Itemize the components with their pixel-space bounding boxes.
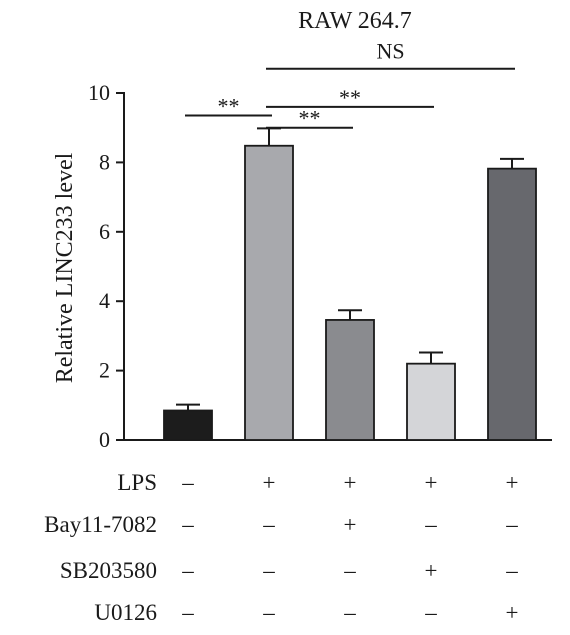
y-tick-label: 6 [99,219,110,244]
treatment-mark: + [506,470,519,495]
treatment-mark: – [181,600,194,625]
treatment-mark: + [506,600,519,625]
bar [406,362,456,441]
treatment-mark: – [262,512,275,537]
treatment-mark: – [262,558,275,583]
treatment-mark: – [181,558,194,583]
bar [487,167,537,441]
y-axis-label: Relative LINC233 level [52,152,78,383]
bar [244,144,294,441]
treatment-mark: + [344,512,357,537]
treatment-label: SB203580 [60,558,157,583]
treatment-mark: – [505,512,518,537]
treatment-mark: – [181,512,194,537]
y-tick-label: 0 [99,427,110,452]
chart-title: RAW 264.7 [298,8,412,34]
treatment-label: LPS [117,470,157,495]
bar [325,319,375,441]
y-tick-label: 2 [99,358,110,383]
treatment-mark: – [424,512,437,537]
treatment-mark: + [425,470,438,495]
y-tick-label: 4 [99,288,110,313]
significance-label: ** [218,94,240,119]
treatment-mark: – [343,600,356,625]
treatment-label: Bay11-7082 [44,512,157,537]
treatment-mark: + [263,470,276,495]
treatment-mark: – [181,470,194,495]
treatment-mark: – [262,600,275,625]
treatment-label: U0126 [94,600,157,625]
significance-label: ** [339,85,361,110]
bar [163,409,213,441]
significance-label: NS [376,39,404,64]
treatment-mark: + [425,558,438,583]
y-tick-label: 8 [99,149,110,174]
treatment-mark: – [505,558,518,583]
y-tick-label: 10 [88,80,110,105]
treatment-mark: + [344,470,357,495]
treatment-mark: – [424,600,437,625]
significance-label: ** [299,106,321,131]
treatment-mark: – [343,558,356,583]
